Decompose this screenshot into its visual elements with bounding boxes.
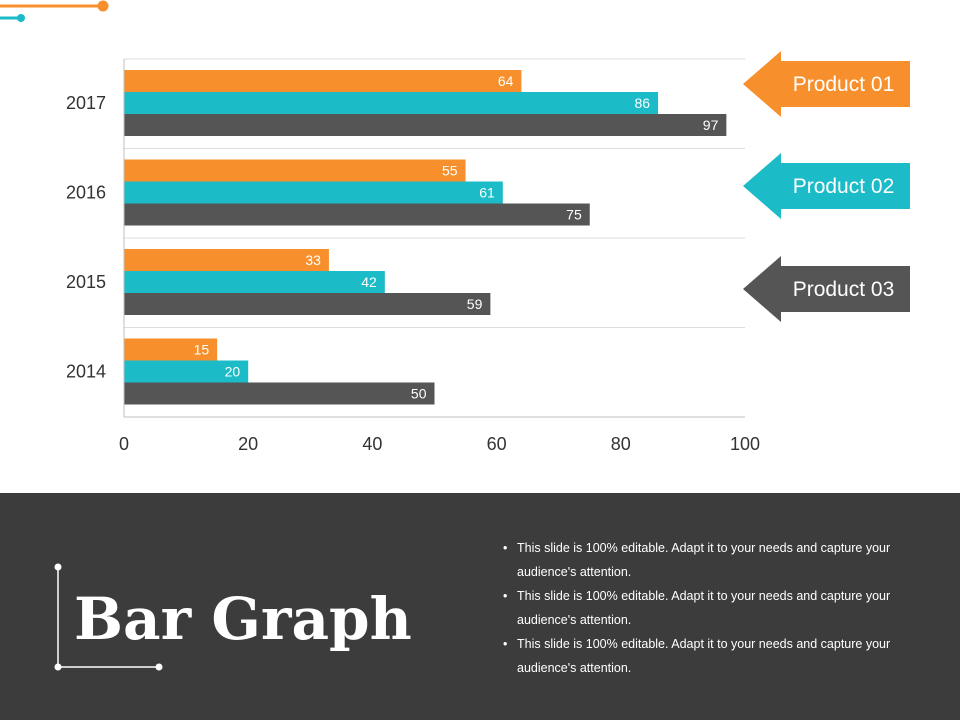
legend-label: Product 02 <box>793 175 895 198</box>
legend-arrow <box>743 256 910 322</box>
corner-decoration <box>0 0 109 22</box>
legend-arrow <box>743 153 910 219</box>
data-label: 15 <box>194 342 210 358</box>
data-label: 86 <box>634 95 650 111</box>
data-label: 50 <box>411 386 427 402</box>
legend-label: Product 01 <box>793 73 895 96</box>
data-label: 55 <box>442 163 458 179</box>
bar <box>124 181 503 204</box>
x-tick-label: 0 <box>119 434 129 454</box>
data-label: 33 <box>305 252 321 268</box>
legend-label: Product 03 <box>793 278 895 301</box>
title-bracket-decoration <box>54 563 163 671</box>
bullet-item: This slide is 100% editable. Adapt it to… <box>503 584 903 632</box>
legend: Product 01 Product 02 Product 03 <box>743 51 910 322</box>
bar <box>124 70 522 92</box>
y-tick-label: 2016 <box>66 183 106 203</box>
bar <box>124 293 491 315</box>
data-label: 75 <box>566 207 582 223</box>
x-tick-label: 20 <box>238 434 258 454</box>
bullet-list: This slide is 100% editable. Adapt it to… <box>503 536 903 680</box>
y-tick-label: 2015 <box>66 272 106 292</box>
bar <box>124 249 329 271</box>
chart-grid <box>124 58 745 418</box>
bar <box>124 360 249 383</box>
page-title: Bar Graph <box>74 585 412 653</box>
data-label: 42 <box>361 274 377 290</box>
data-label: 59 <box>467 296 483 312</box>
bar <box>124 338 218 361</box>
data-labels: 64 86 97 55 61 75 33 42 59 15 20 50 <box>194 73 719 402</box>
data-label: 61 <box>479 185 495 201</box>
data-label: 20 <box>225 364 241 380</box>
x-tick-label: 100 <box>730 434 760 454</box>
x-tick-label: 60 <box>487 434 507 454</box>
x-tick-label: 80 <box>611 434 631 454</box>
bullet-item: This slide is 100% editable. Adapt it to… <box>503 632 903 680</box>
bar <box>124 92 659 114</box>
bullet-item: This slide is 100% editable. Adapt it to… <box>503 536 903 584</box>
data-label: 97 <box>703 117 719 133</box>
x-tick-label: 40 <box>362 434 382 454</box>
y-tick-label: 2014 <box>66 362 106 382</box>
bars <box>124 70 727 405</box>
bar <box>124 203 590 226</box>
bar <box>124 159 466 182</box>
bar <box>124 382 435 405</box>
bar <box>124 271 385 293</box>
legend-arrow <box>743 51 910 117</box>
y-tick-label: 2017 <box>66 93 106 113</box>
bar <box>124 114 727 136</box>
data-label: 64 <box>498 73 514 89</box>
